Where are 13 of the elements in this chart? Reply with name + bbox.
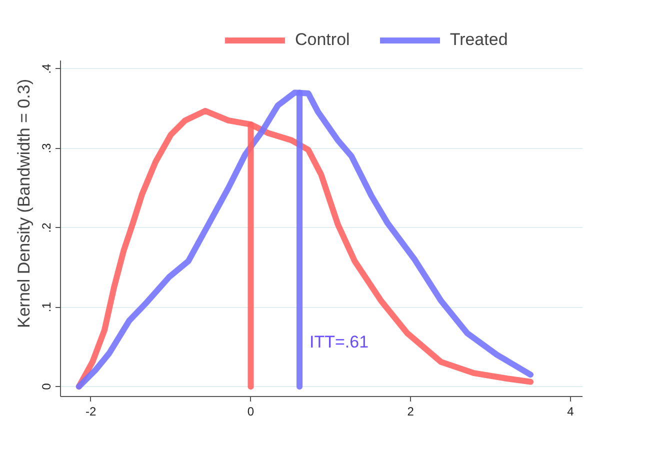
x-tick-label: 2 [407,404,414,418]
x-tick-label: 0 [247,404,254,418]
legend-label: Treated [450,30,508,50]
y-axis-title: Kernel Density (Bandwidth = 0.3) [14,78,34,328]
x-tick-label: 4 [567,404,574,418]
y-tick-label: .1 [40,302,54,312]
legend-label: Control [295,30,350,50]
x-tick-label: -2 [86,404,97,418]
y-tick-label: .2 [40,222,54,233]
y-tick-label: .3 [40,142,54,154]
annotation: ITT=.61 [310,332,369,352]
y-tick-label: 0 [40,382,54,390]
y-tick-label: .4 [40,63,54,74]
